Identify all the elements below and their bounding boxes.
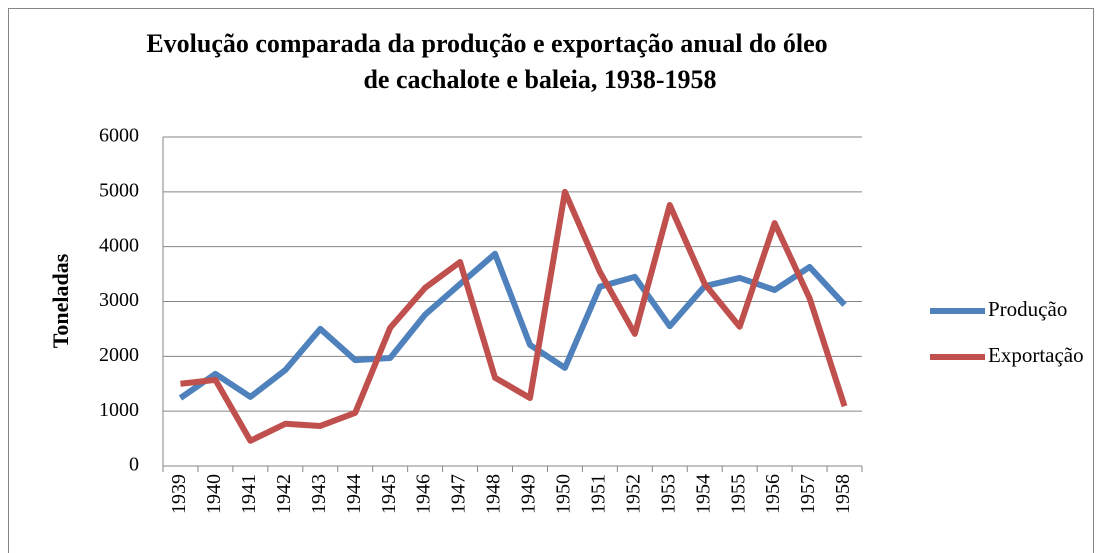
x-tick-label: 1946 bbox=[413, 474, 435, 514]
x-tick-label: 1941 bbox=[238, 474, 260, 514]
legend-label: Produção bbox=[988, 297, 1067, 321]
y-axis-title: Toneladas bbox=[48, 253, 73, 348]
x-tick-label: 1939 bbox=[168, 474, 190, 514]
x-tick-label: 1956 bbox=[762, 474, 784, 514]
y-tick-label: 3000 bbox=[99, 289, 139, 311]
y-tick-label: 2000 bbox=[99, 344, 139, 366]
series-line bbox=[178, 250, 847, 401]
x-tick-label: 1951 bbox=[587, 474, 609, 514]
x-tick-label: 1940 bbox=[203, 474, 225, 514]
x-tick-label: 1943 bbox=[308, 474, 330, 514]
x-tick-label: 1953 bbox=[657, 474, 679, 514]
y-tick-label: 0 bbox=[129, 454, 139, 476]
chart-title: Evolução comparada da produção e exporta… bbox=[146, 29, 827, 58]
chart-title: de cachalote e baleia, 1938-1958 bbox=[363, 65, 716, 94]
x-tick-label: 1949 bbox=[518, 474, 540, 514]
x-tick-label: 1952 bbox=[622, 474, 644, 514]
y-tick-label: 5000 bbox=[99, 179, 139, 201]
x-tick-label: 1948 bbox=[483, 474, 505, 514]
x-tick-label: 1945 bbox=[378, 474, 400, 514]
x-tick-label: 1955 bbox=[727, 474, 749, 514]
x-tick-label: 1942 bbox=[273, 474, 295, 514]
x-tick-label: 1954 bbox=[692, 474, 714, 514]
x-tick-label: 1950 bbox=[553, 474, 575, 514]
x-tick-label: 1957 bbox=[797, 474, 819, 514]
series-line bbox=[180, 188, 848, 444]
x-tick-label: 1958 bbox=[832, 474, 854, 514]
x-tick-label: 1947 bbox=[448, 474, 470, 514]
y-tick-label: 1000 bbox=[99, 399, 139, 421]
legend-label: Exportação bbox=[988, 343, 1084, 367]
x-tick-label: 1944 bbox=[343, 474, 365, 514]
y-tick-label: 4000 bbox=[99, 234, 139, 256]
y-tick-label: 6000 bbox=[99, 125, 139, 147]
